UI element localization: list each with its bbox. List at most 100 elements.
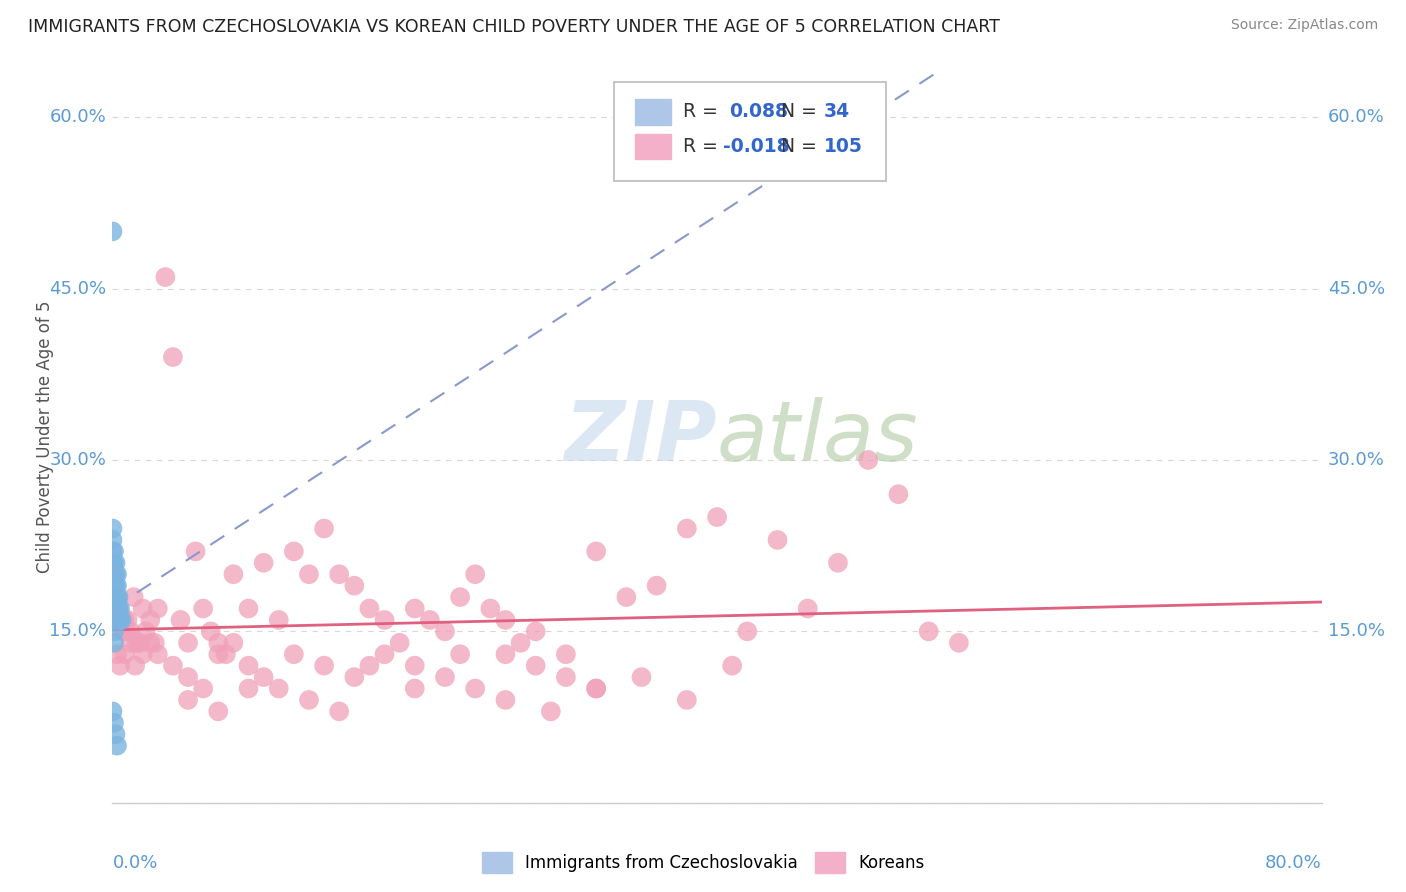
Point [114, 613, 136, 627]
Point [464, 681, 486, 696]
FancyBboxPatch shape [614, 82, 886, 181]
Text: Source: ZipAtlas.com: Source: ZipAtlas.com [1230, 18, 1378, 32]
Y-axis label: Child Poverty Under the Age of 5: Child Poverty Under the Age of 5 [37, 301, 55, 574]
Point [143, 636, 166, 650]
Point [101, 601, 124, 615]
Point [554, 647, 576, 661]
Point [887, 487, 910, 501]
Point [101, 705, 124, 719]
Point [948, 636, 970, 650]
Point [283, 647, 305, 661]
Point [105, 590, 128, 604]
Point [104, 590, 127, 604]
Point [103, 715, 125, 730]
Point [238, 681, 260, 696]
Point [585, 681, 607, 696]
Point [509, 636, 531, 650]
Point [343, 579, 366, 593]
Point [238, 658, 260, 673]
Point [101, 556, 124, 570]
Point [404, 601, 426, 615]
Point [108, 613, 131, 627]
Point [238, 601, 260, 615]
Point [796, 601, 818, 615]
Point [122, 590, 145, 604]
Point [101, 544, 124, 558]
Point [177, 670, 200, 684]
Point [404, 658, 426, 673]
Point [207, 705, 229, 719]
Point [103, 544, 125, 558]
Text: R =: R = [683, 103, 724, 121]
Text: 105: 105 [824, 136, 862, 156]
Text: 15.0%: 15.0% [49, 623, 107, 640]
Point [267, 613, 290, 627]
Point [388, 636, 411, 650]
Point [495, 613, 517, 627]
Point [675, 521, 697, 535]
Point [103, 601, 125, 615]
Point [359, 658, 381, 673]
Point [146, 601, 169, 615]
Point [103, 567, 125, 582]
Point [108, 658, 131, 673]
Point [105, 590, 128, 604]
Point [200, 624, 222, 639]
Point [124, 658, 146, 673]
Point [554, 670, 576, 684]
Point [132, 647, 155, 661]
Point [464, 567, 486, 582]
Text: ZIP: ZIP [564, 397, 717, 477]
Point [433, 670, 456, 684]
Point [675, 693, 697, 707]
Text: 45.0%: 45.0% [1327, 279, 1385, 298]
Point [104, 590, 127, 604]
Point [125, 636, 148, 650]
Point [104, 601, 127, 615]
Point [766, 533, 789, 547]
Point [120, 624, 142, 639]
Point [103, 624, 125, 639]
Point [222, 567, 245, 582]
Point [169, 613, 191, 627]
Text: 30.0%: 30.0% [49, 451, 107, 469]
Point [105, 739, 128, 753]
Text: 0.088: 0.088 [730, 103, 789, 121]
Point [314, 658, 336, 673]
Point [585, 681, 607, 696]
Point [328, 567, 350, 582]
Point [433, 624, 456, 639]
FancyBboxPatch shape [636, 99, 671, 125]
Point [103, 590, 125, 604]
Point [721, 658, 744, 673]
Point [314, 521, 336, 535]
Point [103, 613, 125, 627]
Text: 45.0%: 45.0% [49, 279, 107, 298]
Point [101, 521, 124, 535]
Point [449, 647, 471, 661]
Point [120, 636, 142, 650]
Point [630, 670, 652, 684]
Text: R =: R = [683, 136, 724, 156]
Point [146, 647, 169, 661]
Point [107, 613, 129, 627]
Point [105, 567, 128, 582]
Point [495, 647, 517, 661]
Text: 15.0%: 15.0% [1327, 623, 1385, 640]
Point [101, 224, 124, 238]
Point [359, 601, 381, 615]
Point [207, 636, 229, 650]
Point [104, 727, 127, 741]
Point [103, 567, 125, 582]
Point [222, 636, 245, 650]
Point [184, 544, 207, 558]
Point [298, 693, 321, 707]
Point [479, 601, 502, 615]
Point [449, 590, 471, 604]
Point [115, 624, 138, 639]
Point [191, 681, 214, 696]
Point [207, 647, 229, 661]
Point [343, 670, 366, 684]
Point [585, 544, 607, 558]
Point [108, 601, 131, 615]
